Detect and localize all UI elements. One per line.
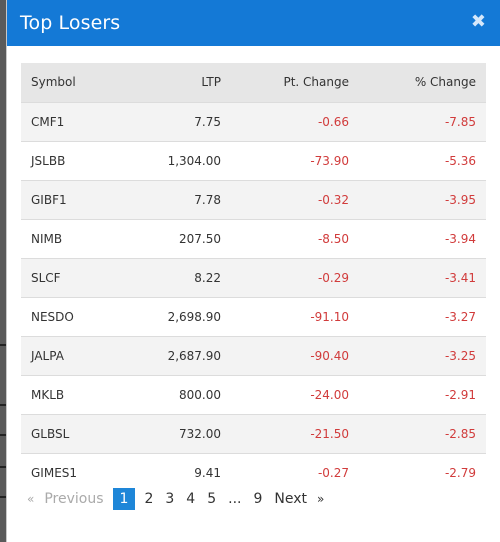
modal-header: Top Losers ✖ (7, 0, 500, 46)
table-row[interactable]: SLCF 8.22 -0.29 -3.41 (21, 258, 486, 297)
losers-table-container: Symbol LTP Pt. Change % Change CMF1 7.75 -… (21, 63, 486, 492)
table-row[interactable]: GLBSL 732.00 -21.50 -2.85 (21, 414, 486, 453)
cell-pt-change: -0.29 (317, 270, 349, 285)
cell-pt-change: -21.50 (310, 426, 349, 441)
page-link-1[interactable]: 1 (112, 488, 136, 510)
background-text-fragment (0, 434, 6, 436)
next-page-link[interactable]: Next (274, 491, 308, 507)
losers-table: Symbol LTP Pt. Change % Change CMF1 7.75 -… (21, 63, 486, 492)
top-losers-modal: Top Losers ✖ Symbol LTP Pt. Change % Cha… (6, 0, 500, 542)
cell-pct-change: -2.79 (444, 465, 476, 480)
cell-ltp: 207.50 (179, 231, 221, 246)
cell-ltp: 9.41 (194, 465, 221, 480)
modal-title: Top Losers (20, 12, 121, 34)
previous-arrow-icon: « (27, 492, 35, 506)
table-row[interactable]: GIBF1 7.78 -0.32 -3.95 (21, 180, 486, 219)
page-link-3[interactable]: 3 (165, 491, 175, 507)
cell-pt-change: -73.90 (310, 153, 349, 168)
cell-pct-change: -2.91 (444, 387, 476, 402)
background-page (0, 0, 6, 542)
cell-ltp: 7.78 (194, 192, 221, 207)
cell-ltp: 732.00 (179, 426, 221, 441)
cell-pct-change: -3.25 (444, 348, 476, 363)
cell-symbol: NESDO (31, 309, 74, 324)
table-row[interactable]: JALPA 2,687.90 -90.40 -3.25 (21, 336, 486, 375)
cell-pt-change: -0.32 (317, 192, 349, 207)
column-header-ltp[interactable]: LTP (201, 75, 221, 90)
cell-pct-change: -5.36 (444, 153, 476, 168)
table-row[interactable]: NIMB 207.50 -8.50 -3.94 (21, 219, 486, 258)
column-header-pt-change[interactable]: Pt. Change (283, 75, 349, 90)
cell-symbol: SLCF (31, 270, 61, 285)
cell-pct-change: -3.95 (444, 192, 476, 207)
cell-pct-change: -3.94 (444, 231, 476, 246)
cell-ltp: 2,687.90 (167, 348, 221, 363)
pagination-ellipsis: ... (228, 491, 242, 507)
cell-pt-change: -24.00 (310, 387, 349, 402)
cell-symbol: NIMB (31, 231, 63, 246)
cell-symbol: MKLB (31, 387, 65, 402)
page-link-2[interactable]: 2 (144, 491, 154, 507)
column-header-pct-change[interactable]: % Change (414, 75, 476, 90)
page-link-9[interactable]: 9 (253, 491, 263, 507)
cell-pct-change: -7.85 (444, 114, 476, 129)
next-arrow-icon[interactable]: » (317, 492, 325, 506)
cell-pct-change: -3.41 (444, 270, 476, 285)
table-row[interactable]: MKLB 800.00 -24.00 -2.91 (21, 375, 486, 414)
cell-ltp: 2,698.90 (167, 309, 221, 324)
cell-symbol: GLBSL (31, 426, 70, 441)
table-row[interactable]: GIMES1 9.41 -0.27 -2.79 (21, 453, 486, 492)
column-header-symbol[interactable]: Symbol (31, 75, 76, 90)
background-text-fragment (0, 404, 6, 406)
table-row[interactable]: NESDO 2,698.90 -91.10 -3.27 (21, 297, 486, 336)
close-icon[interactable]: ✖ (470, 11, 486, 32)
table-row[interactable]: CMF1 7.75 -0.66 -7.85 (21, 102, 486, 141)
pagination: « Previous 1 2 3 4 5 ... 9 Next » (23, 488, 328, 510)
cell-ltp: 8.22 (194, 270, 221, 285)
previous-page-link: Previous (44, 491, 104, 507)
table-header-row: Symbol LTP Pt. Change % Change (21, 63, 486, 102)
cell-pt-change: -8.50 (317, 231, 349, 246)
cell-pt-change: -0.27 (317, 465, 349, 480)
cell-ltp: 1,304.00 (167, 153, 221, 168)
cell-symbol: JALPA (31, 348, 64, 363)
cell-ltp: 800.00 (179, 387, 221, 402)
cell-symbol: GIBF1 (31, 192, 67, 207)
cell-pt-change: -91.10 (310, 309, 349, 324)
background-text-fragment (0, 344, 6, 346)
cell-symbol: JSLBB (31, 153, 66, 168)
page-link-5[interactable]: 5 (207, 491, 217, 507)
cell-pt-change: -0.66 (317, 114, 349, 129)
cell-pct-change: -2.85 (444, 426, 476, 441)
background-text-fragment (0, 496, 6, 498)
cell-ltp: 7.75 (194, 114, 221, 129)
table-row[interactable]: JSLBB 1,304.00 -73.90 -5.36 (21, 141, 486, 180)
page-link-4[interactable]: 4 (186, 491, 196, 507)
cell-symbol: GIMES1 (31, 465, 78, 480)
cell-symbol: CMF1 (31, 114, 65, 129)
cell-pct-change: -3.27 (444, 309, 476, 324)
cell-pt-change: -90.40 (310, 348, 349, 363)
background-text-fragment (0, 466, 6, 468)
